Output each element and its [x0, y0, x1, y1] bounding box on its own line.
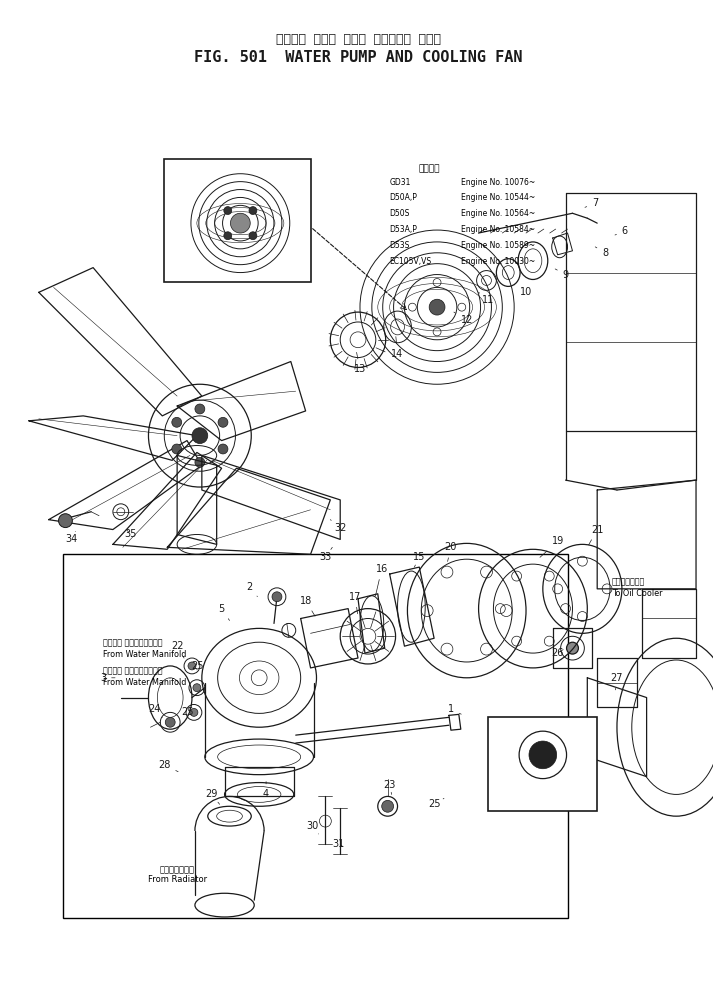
Text: 12: 12	[170, 162, 184, 172]
Circle shape	[188, 662, 196, 670]
Text: From Water Manifold: From Water Manifold	[103, 650, 186, 659]
Circle shape	[381, 800, 394, 812]
Circle shape	[272, 592, 282, 601]
Circle shape	[230, 213, 250, 233]
Circle shape	[193, 684, 201, 692]
Circle shape	[529, 741, 556, 769]
Circle shape	[192, 428, 208, 443]
Text: 11: 11	[478, 292, 495, 305]
Text: 25: 25	[181, 707, 194, 717]
Text: D53S: D53S	[389, 241, 410, 250]
Text: FIG. 501  WATER PUMP AND COOLING FAN: FIG. 501 WATER PUMP AND COOLING FAN	[194, 50, 522, 65]
Text: 26: 26	[551, 648, 564, 658]
Bar	[164, 159, 310, 283]
Text: 2: 2	[246, 582, 257, 596]
Circle shape	[190, 708, 198, 716]
Text: Engine No. 10030~: Engine No. 10030~	[461, 257, 535, 266]
Circle shape	[566, 643, 579, 654]
Text: 17: 17	[536, 784, 550, 794]
Circle shape	[59, 514, 72, 528]
Text: 22: 22	[171, 642, 184, 658]
Circle shape	[224, 232, 232, 239]
Text: 25: 25	[494, 794, 507, 803]
Text: ラジエータから: ラジエータから	[160, 865, 194, 875]
Circle shape	[166, 717, 175, 727]
Text: 13: 13	[354, 352, 366, 375]
Text: 4: 4	[263, 782, 269, 800]
Text: 25: 25	[428, 799, 444, 809]
Text: 3: 3	[100, 673, 115, 683]
Text: 32: 32	[331, 520, 346, 533]
Text: 6: 6	[615, 226, 628, 236]
Text: From Water Manifold: From Water Manifold	[103, 678, 186, 687]
Circle shape	[224, 207, 232, 215]
Text: 31: 31	[332, 839, 344, 849]
Circle shape	[218, 444, 228, 454]
Text: GD31: GD31	[389, 178, 411, 186]
Text: 1: 1	[448, 704, 461, 714]
Text: 18: 18	[300, 595, 315, 616]
Text: Engine No. 10584~: Engine No. 10584~	[461, 225, 535, 234]
Circle shape	[429, 299, 445, 315]
Text: 30: 30	[306, 821, 318, 834]
Text: Engine No. 10589~: Engine No. 10589~	[461, 241, 535, 250]
Text: ウォータ ポンプ および クーリング ファン: ウォータ ポンプ および クーリング ファン	[275, 33, 440, 46]
Text: 20HT Engine No. 10073~: 20HT Engine No. 10073~	[169, 271, 258, 277]
Text: EC105V,VS: EC105V,VS	[389, 257, 432, 266]
Text: Engine No. 13283~: Engine No. 13283~	[493, 803, 562, 809]
Circle shape	[172, 417, 181, 428]
Text: 適用番号: 適用番号	[419, 164, 440, 173]
Text: 21: 21	[589, 525, 604, 544]
Bar	[64, 554, 568, 918]
Text: D53A,P: D53A,P	[389, 225, 417, 234]
Text: Engine No. 10564~: Engine No. 10564~	[461, 209, 535, 219]
Text: From Radiator: From Radiator	[148, 875, 206, 885]
Text: 10: 10	[514, 284, 532, 297]
Text: D50S: D50S	[389, 209, 410, 219]
Text: 適用番号: 適用番号	[493, 794, 512, 802]
Text: 15: 15	[413, 552, 425, 567]
Text: To Oil Cooler: To Oil Cooler	[612, 589, 663, 597]
Text: 20: 20	[445, 542, 457, 561]
Text: 7: 7	[585, 198, 599, 208]
Text: 8: 8	[595, 247, 608, 258]
Circle shape	[172, 444, 181, 454]
Text: 19: 19	[540, 537, 564, 557]
Circle shape	[218, 417, 228, 428]
Text: 23: 23	[384, 780, 396, 795]
Text: 35: 35	[125, 530, 137, 540]
Text: 9: 9	[555, 269, 569, 280]
Text: 5: 5	[219, 603, 229, 620]
Text: ウォータ マニホールドから: ウォータ マニホールドから	[103, 639, 163, 647]
Text: 28: 28	[158, 759, 178, 772]
Circle shape	[249, 207, 257, 215]
Text: 25: 25	[191, 661, 204, 671]
Bar	[488, 717, 597, 811]
Text: オイルクーラー: オイルクーラー	[612, 577, 645, 586]
Text: 29: 29	[206, 790, 219, 804]
Text: ウォータ マニホールドから: ウォータ マニホールドから	[103, 666, 163, 675]
Circle shape	[249, 232, 257, 239]
Text: 24: 24	[148, 704, 162, 717]
Text: 27: 27	[611, 673, 623, 690]
Text: 適用番号: 適用番号	[169, 261, 188, 270]
Text: 33: 33	[319, 547, 332, 562]
Circle shape	[195, 404, 205, 414]
Text: D50A,P: D50A,P	[389, 193, 417, 202]
Text: 34: 34	[65, 532, 77, 544]
Text: Engine No. 10544~: Engine No. 10544~	[461, 193, 535, 202]
Circle shape	[195, 457, 205, 467]
Text: 17: 17	[349, 592, 361, 614]
Text: Engine No. 10076~: Engine No. 10076~	[461, 178, 535, 186]
Text: 14: 14	[391, 336, 404, 359]
Text: 12: 12	[454, 312, 473, 325]
Text: 16: 16	[376, 564, 388, 596]
